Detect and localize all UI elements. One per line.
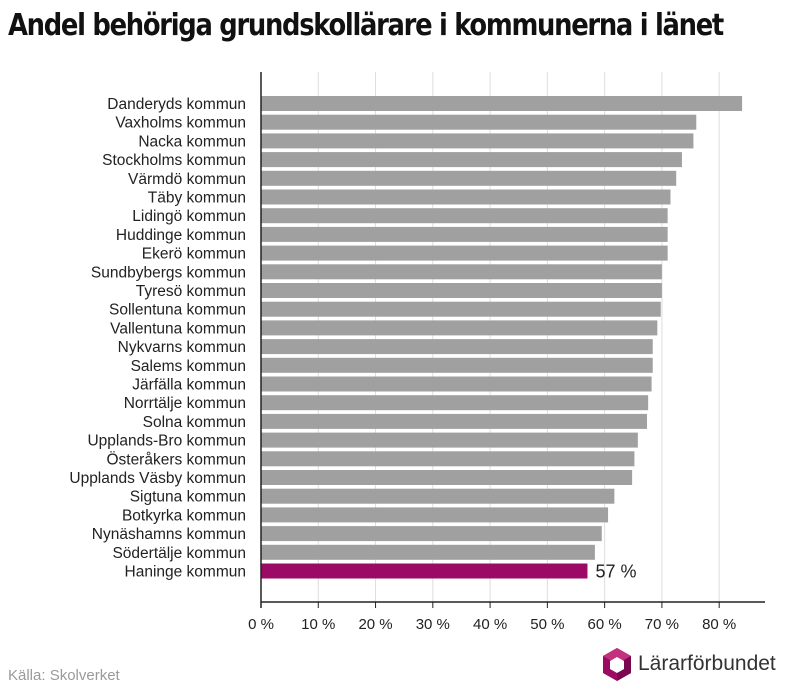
bar — [261, 245, 668, 261]
bar — [261, 395, 649, 411]
bar — [261, 563, 588, 579]
x-tick-label: 0 % — [248, 616, 274, 633]
bar — [261, 189, 671, 205]
category-label: Huddinge kommun — [116, 227, 246, 244]
x-axis: 0 % 10 % 20 % 30 % 40 % 50 % 60 % 70 % 80 % — [248, 72, 765, 633]
bar — [261, 320, 658, 336]
bar — [261, 133, 694, 149]
category-label: Upplands-Bro kommun — [87, 433, 246, 450]
brand-name: Lärarförbundet — [638, 652, 776, 675]
bar — [261, 376, 652, 392]
category-label: Upplands Väsby kommun — [69, 470, 246, 487]
category-label: Solna kommun — [143, 414, 246, 431]
x-tick-label: 80 % — [702, 616, 736, 633]
hexagon-logo-icon — [603, 648, 631, 681]
bar — [261, 544, 595, 560]
category-label: Norrtälje kommun — [124, 395, 246, 412]
category-label: Lidingö kommun — [132, 208, 246, 225]
category-label: Tyresö kommun — [136, 283, 246, 300]
category-label: Ekerö kommun — [142, 246, 246, 263]
x-tick-label: 20 % — [358, 616, 392, 633]
category-label: Sigtuna kommun — [130, 489, 246, 506]
data-labels: 57 % — [595, 562, 636, 582]
x-tick-label: 10 % — [301, 616, 335, 633]
category-label: Järfälla kommun — [132, 377, 246, 394]
bar — [261, 301, 661, 317]
category-label: Värmdö kommun — [128, 171, 246, 188]
category-label: Nynäshamns kommun — [92, 526, 246, 543]
x-tick-label: 60 % — [588, 616, 622, 633]
bar — [261, 413, 648, 429]
grid-lines — [317, 72, 720, 602]
category-label: Salems kommun — [131, 358, 246, 375]
x-tick-label: 70 % — [645, 616, 679, 633]
bar — [261, 264, 662, 280]
bar — [261, 339, 653, 355]
data-label: 57 % — [595, 562, 636, 582]
chart-title: Andel behöriga grundskollärare i kommune… — [8, 8, 724, 43]
category-label: Södertälje kommun — [112, 545, 246, 562]
bar — [261, 283, 662, 298]
category-label: Sollentuna kommun — [109, 302, 246, 319]
bar — [261, 507, 609, 523]
category-label: Botkyrka kommun — [122, 507, 246, 524]
category-label: Nykvarns kommun — [118, 339, 246, 356]
category-label: Österåkers kommun — [106, 450, 246, 468]
category-label: Vallentuna kommun — [110, 320, 246, 337]
bar — [261, 226, 668, 242]
category-label: Sundbybergs kommun — [91, 264, 246, 281]
bar — [261, 357, 653, 373]
bar — [261, 432, 638, 448]
category-label: Nacka kommun — [138, 133, 246, 150]
x-tick-label: 50 % — [530, 616, 564, 633]
bar — [261, 488, 615, 504]
category-label: Vaxholms kommun — [115, 115, 246, 132]
bar — [261, 208, 668, 224]
bar — [261, 114, 697, 130]
bar — [261, 451, 635, 467]
brand-logo: Lärarförbundet — [600, 646, 796, 684]
x-tick-label: 30 % — [416, 616, 450, 633]
x-tick-label: 40 % — [473, 616, 507, 633]
category-label: Danderyds kommun — [107, 96, 246, 113]
bar — [261, 526, 602, 542]
source-note: Källa: Skolverket — [8, 667, 120, 684]
bar — [261, 470, 633, 485]
bars — [261, 96, 743, 579]
category-label: Haninge kommun — [125, 564, 246, 581]
category-label: Stockholms kommun — [102, 152, 246, 169]
bar — [261, 152, 682, 168]
bar — [261, 96, 743, 111]
bar — [261, 170, 677, 186]
category-label: Täby kommun — [148, 190, 246, 207]
